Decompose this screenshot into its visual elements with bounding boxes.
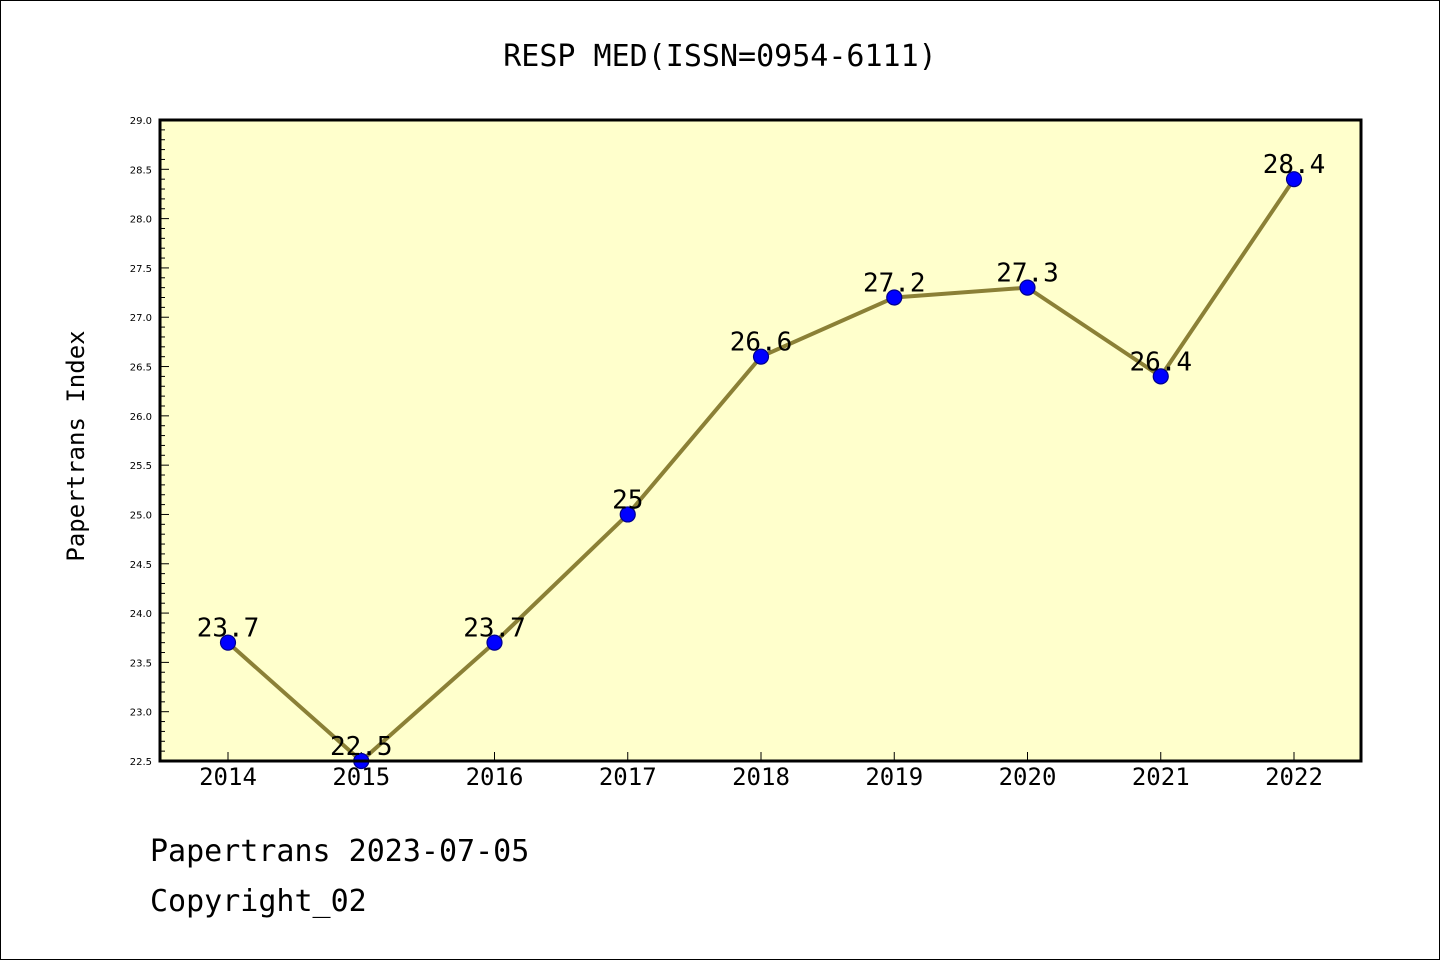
- plot-border: [158, 118, 1363, 763]
- x-tick-label: 2021: [1132, 763, 1190, 791]
- y-tick-label: 28.5: [130, 165, 152, 176]
- y-tick-label: 25.0: [130, 510, 152, 521]
- x-tick-label: 2019: [865, 763, 923, 791]
- x-tick-label: 2014: [199, 763, 257, 791]
- y-tick-label: 23.5: [130, 658, 152, 669]
- data-point-marker: [752, 348, 770, 365]
- y-tick-label: 22.5: [130, 757, 152, 768]
- data-point-marker: [1019, 279, 1036, 296]
- data-point-marker: [619, 506, 636, 523]
- data-label: 26.6: [730, 328, 793, 358]
- footer-copyright-text: Copyright_02: [150, 884, 367, 919]
- y-tick-label: 26.5: [130, 363, 152, 374]
- plot-area: [160, 120, 1361, 761]
- x-tick-label: 2020: [999, 763, 1057, 791]
- y-tick-label: 27.5: [130, 264, 152, 275]
- footer-date-text: Papertrans 2023-07-05: [150, 834, 530, 869]
- data-label: 27.3: [996, 259, 1059, 289]
- data-point-marker: [1285, 171, 1303, 188]
- data-point-marker: [486, 634, 503, 651]
- chart-title: RESP MED(ISSN=0954-6111): [503, 39, 936, 74]
- data-label: 23.7: [463, 614, 526, 644]
- y-tick-label: 26.0: [130, 412, 152, 423]
- data-point-marker: [219, 634, 237, 651]
- y-tick-label: 24.5: [130, 560, 152, 571]
- x-tick-label: 2018: [732, 763, 790, 791]
- axes: 22.5 23.0 23.5 24.0 24.5 25.0 25.5 26.0 26.5 27.0…: [130, 116, 1323, 791]
- x-tick-label: 2017: [599, 763, 657, 791]
- series-line-group: 23.7 22.5 23.7 25 26.6 27.2 27.3 26.4 28.4: [197, 150, 1326, 770]
- x-tick-label: 2016: [466, 763, 524, 791]
- data-label: 22.5: [330, 732, 393, 762]
- data-label: 26.4: [1129, 347, 1192, 377]
- y-tick-label: 25.5: [130, 461, 152, 472]
- data-point-marker: [1152, 368, 1169, 385]
- data-label: 28.4: [1263, 150, 1326, 180]
- data-label: 27.2: [863, 269, 926, 299]
- y-tick-label: 29.0: [130, 116, 152, 127]
- x-tick-label: 2022: [1265, 763, 1323, 791]
- y-tick-label: 23.0: [130, 708, 152, 719]
- data-label: 23.7: [197, 614, 260, 644]
- y-tick-label: 24.0: [130, 609, 152, 620]
- y-axis-label: Papertrans Index: [62, 330, 90, 561]
- data-point-marker: [886, 289, 903, 306]
- y-tick-label: 28.0: [130, 215, 152, 226]
- data-label: 25: [612, 485, 643, 515]
- y-tick-label: 27.0: [130, 313, 152, 324]
